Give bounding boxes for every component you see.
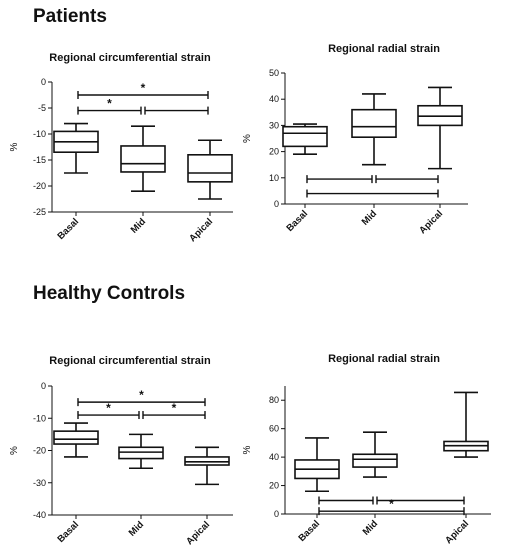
box-iqr <box>352 453 398 468</box>
significance-star: * <box>141 81 146 95</box>
y-tick-label: 0 <box>274 199 279 209</box>
box-iqr <box>118 446 164 460</box>
y-tick-label: -20 <box>33 181 46 191</box>
y-tick-label: 50 <box>269 68 279 78</box>
box-basal <box>53 122 99 174</box>
box-apical <box>443 391 489 458</box>
section-title-patients: Patients <box>33 6 107 27</box>
box-basal <box>294 437 340 493</box>
box-iqr <box>184 456 230 466</box>
x-tick-label-mid: Mid <box>361 518 380 537</box>
box-basal <box>53 422 99 458</box>
box-basal <box>282 123 328 156</box>
y-tick-label: -5 <box>38 103 46 113</box>
box-mid <box>352 431 398 478</box>
y-tick-label: 20 <box>269 147 279 157</box>
y-tick-label: 80 <box>269 395 279 405</box>
significance-bracket: * <box>77 81 209 99</box>
y-tick-label: -10 <box>33 129 46 139</box>
y-tick-label: 10 <box>269 173 279 183</box>
y-tick-label: -25 <box>33 207 46 217</box>
box-apical <box>417 86 463 170</box>
y-tick-label: 30 <box>269 120 279 130</box>
x-tick-label-basal: Basal <box>296 518 322 544</box>
significance-star: * <box>172 401 177 415</box>
y-axis-label: % <box>242 445 253 454</box>
x-tick-label-apical: Apical <box>184 519 212 547</box>
significance-bracket <box>318 496 374 505</box>
section-title-healthy-controls: Healthy Controls <box>33 283 186 304</box>
y-tick-label: -15 <box>33 155 46 165</box>
y-tick-label: 0 <box>274 509 279 519</box>
box-mid <box>351 93 397 166</box>
significance-bracket <box>306 189 439 198</box>
y-tick-label: -20 <box>33 446 46 456</box>
significance-star: * <box>107 97 112 111</box>
significance-bracket: * <box>77 401 140 420</box>
chart-title: Regional radial strain <box>328 353 440 365</box>
box-mid <box>118 433 164 470</box>
significance-star: * <box>389 497 394 511</box>
y-tick-label: -30 <box>33 478 46 488</box>
box-apical <box>184 446 230 486</box>
chart-panel-1: Regional circumferential strain 0 -5 -10 -15… <box>9 52 233 244</box>
chart-panel-2: Regional radial strain 0 10 20 30 40 50% Basal M… <box>242 43 468 236</box>
x-tick-label-apical: Apical <box>187 216 215 244</box>
box-iqr <box>351 108 397 138</box>
significance-bracket: * <box>142 401 206 420</box>
y-tick-label: 40 <box>269 94 279 104</box>
x-tick-label-apical: Apical <box>417 208 445 236</box>
x-tick-label-basal: Basal <box>55 519 81 545</box>
box-iqr <box>282 125 328 148</box>
x-tick-label-mid: Mid <box>360 208 379 227</box>
chart-title: Regional circumferential strain <box>49 355 211 367</box>
y-tick-label: -10 <box>33 413 46 423</box>
chart-title: Regional circumferential strain <box>49 52 211 64</box>
x-tick-label-basal: Basal <box>55 216 81 242</box>
y-tick-label: -40 <box>33 510 46 520</box>
box-iqr <box>120 145 166 173</box>
chart-panel-4: Regional radial strain 0 20 40 60 80% Basal Mid… <box>242 353 491 546</box>
significance-star: * <box>106 401 111 415</box>
y-axis-label: % <box>9 142 20 151</box>
y-tick-label: 40 <box>269 452 279 462</box>
y-tick-label: 20 <box>269 481 279 491</box>
significance-bracket: * <box>77 97 142 115</box>
box-apical <box>187 139 233 200</box>
x-tick-label-apical: Apical <box>443 518 471 546</box>
y-tick-label: 60 <box>269 424 279 434</box>
box-iqr <box>53 430 99 445</box>
y-tick-label: 0 <box>41 77 46 87</box>
x-tick-label-mid: Mid <box>127 519 146 538</box>
y-axis-label: % <box>9 446 20 455</box>
box-iqr <box>187 154 233 183</box>
significance-bracket <box>375 175 439 184</box>
y-axis-label: % <box>242 134 253 143</box>
box-mid <box>120 125 166 192</box>
significance-bracket <box>306 175 373 184</box>
x-tick-label-basal: Basal <box>284 208 310 234</box>
chart-title: Regional radial strain <box>328 43 440 55</box>
significance-star: * <box>139 388 144 402</box>
significance-bracket: * <box>318 497 465 516</box>
y-tick-label: 0 <box>41 381 46 391</box>
x-tick-label-mid: Mid <box>129 216 148 235</box>
significance-bracket <box>144 106 209 115</box>
chart-panel-3: Regional circumferential strain 0 -10 -20 -3… <box>9 355 233 547</box>
significance-bracket: * <box>77 388 206 407</box>
significance-bracket <box>376 496 465 505</box>
